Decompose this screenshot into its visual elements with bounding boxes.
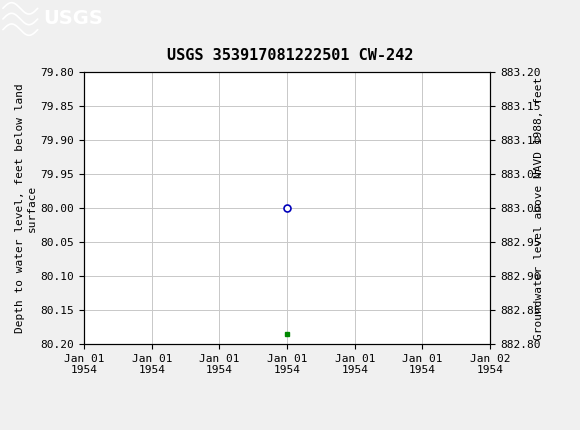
Text: USGS 353917081222501 CW-242: USGS 353917081222501 CW-242: [167, 48, 413, 63]
Y-axis label: Depth to water level, feet below land
surface: Depth to water level, feet below land su…: [15, 83, 37, 333]
Y-axis label: Groundwater level above NAVD 1988, feet: Groundwater level above NAVD 1988, feet: [535, 77, 545, 340]
Text: USGS: USGS: [44, 9, 103, 28]
